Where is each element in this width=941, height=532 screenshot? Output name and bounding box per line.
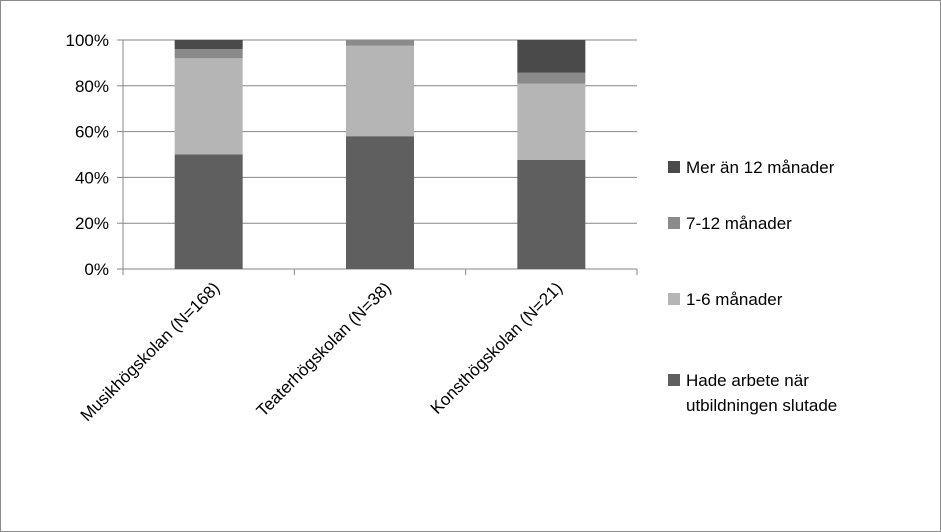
legend-label: Mer än 12 månader (686, 158, 835, 177)
bar-segment (174, 49, 243, 59)
bar-segment (346, 40, 414, 46)
y-tick-label: 0% (84, 260, 109, 279)
y-tick-label: 40% (75, 168, 109, 187)
x-tick-label: Teaterhögskolan (N=38) (253, 278, 395, 420)
x-tick-label: Musikhögskolan (N=168) (77, 278, 224, 425)
y-tick-label: 60% (75, 123, 109, 142)
legend-label: 7-12 månader (686, 214, 792, 233)
bar-segment (174, 40, 243, 50)
bar-segment (346, 136, 414, 269)
legend-label: 1-6 månader (686, 290, 783, 309)
y-tick-label: 20% (75, 214, 109, 233)
legend-swatch (668, 161, 680, 173)
legend-label: Hade arbete när (686, 371, 809, 390)
bar-segment (174, 154, 243, 269)
y-tick-label: 100% (66, 31, 109, 50)
bar-segment (517, 83, 586, 160)
legend-swatch (668, 217, 680, 229)
legend-swatch (668, 374, 680, 386)
bar-segment (517, 159, 586, 269)
x-tick-label: Konsthögskolan (N=21) (427, 278, 566, 417)
legend-label: utbildningen slutade (686, 396, 837, 415)
legend-swatch (668, 293, 680, 305)
bar-segment (346, 45, 414, 137)
y-tick-label: 80% (75, 77, 109, 96)
bar-segment (174, 58, 243, 155)
bar-segment (517, 40, 586, 73)
bar-segment (517, 72, 586, 84)
